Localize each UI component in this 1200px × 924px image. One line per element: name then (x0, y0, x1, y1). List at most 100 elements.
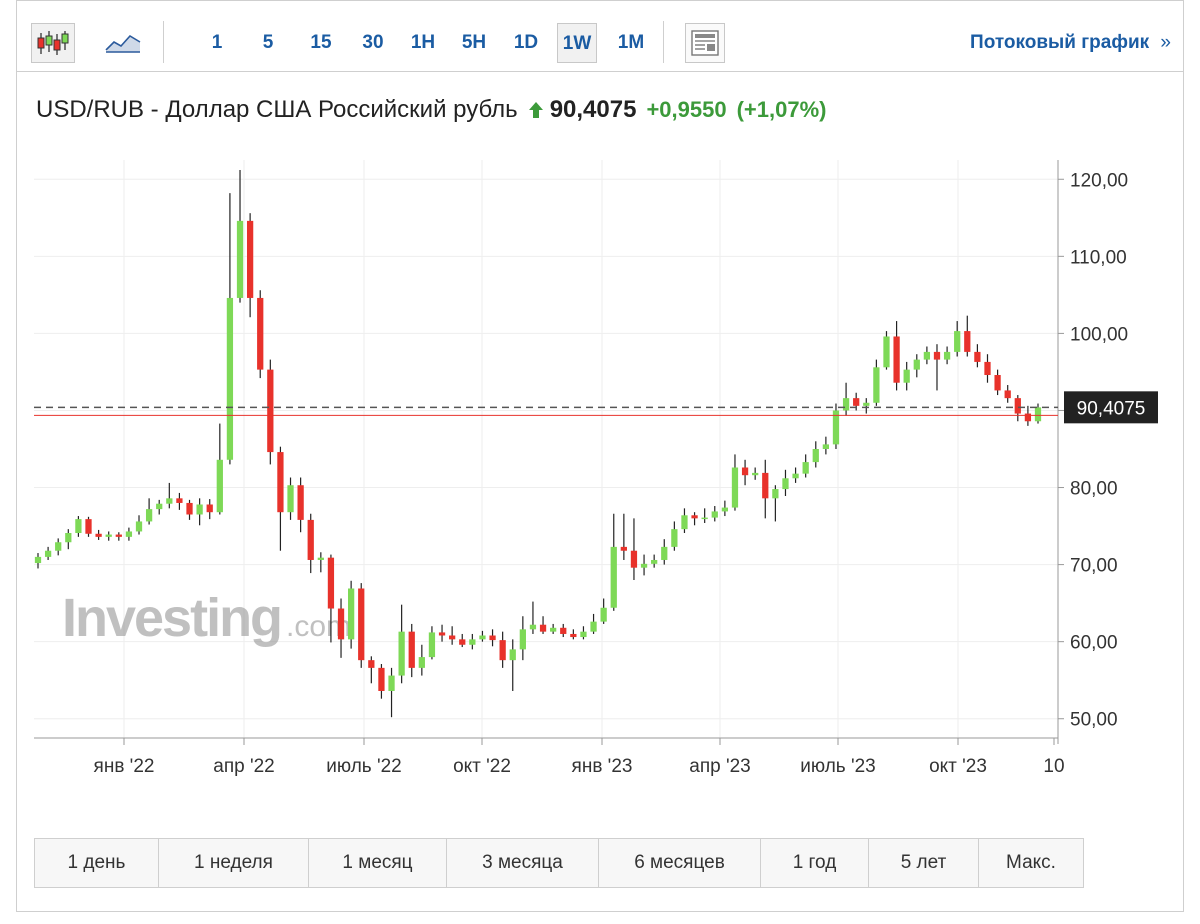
candle (550, 623, 557, 634)
candle-body (903, 369, 910, 383)
candle (105, 531, 112, 541)
candle (600, 598, 607, 624)
candle-body (731, 467, 739, 508)
candle (236, 170, 244, 303)
candle (519, 616, 526, 661)
candle-body (358, 588, 365, 661)
data-table-button[interactable] (685, 23, 725, 63)
candle (762, 459, 769, 519)
candlestick-icon (37, 31, 69, 55)
candle (731, 454, 739, 511)
candle (630, 518, 638, 581)
candle-body (115, 534, 122, 537)
y-tick-label: 60,00 (1070, 633, 1118, 654)
range-button[interactable]: 6 месяцев (599, 839, 761, 887)
candle (893, 321, 900, 391)
candle (1024, 405, 1032, 426)
interval-5-button[interactable]: 5 (262, 32, 274, 53)
candle-body (166, 498, 173, 504)
candle-body (822, 444, 830, 449)
interval-1d-button[interactable]: 1D (513, 32, 539, 53)
instrument-header: USD/RUB - Доллар США Российский рубль 90… (36, 90, 826, 130)
candle (863, 398, 870, 414)
price-change: +0,9550 (646, 97, 727, 122)
x-tick-label: окт '23 (929, 756, 987, 777)
interval-1h-button[interactable]: 1H (410, 32, 436, 53)
streaming-chart-link[interactable]: Потоковый график » (970, 23, 1171, 63)
range-button[interactable]: 1 месяц (309, 839, 447, 887)
candle (832, 403, 840, 449)
candle (145, 498, 153, 525)
candle (974, 344, 981, 368)
candle (317, 552, 324, 573)
candle-body (75, 519, 82, 534)
candle-body (236, 220, 244, 298)
candle-body (529, 624, 537, 630)
interval-1-button[interactable]: 1 (211, 32, 223, 53)
candle (348, 580, 355, 649)
candle-body (186, 502, 193, 515)
candle-body (145, 509, 153, 522)
range-button[interactable]: 3 месяца (447, 839, 599, 887)
candle (216, 423, 223, 515)
candle (449, 626, 456, 645)
interval-1w-button[interactable]: 1W (557, 23, 597, 63)
range-button[interactable]: Макс. (1006, 852, 1056, 873)
candle (206, 499, 213, 520)
candle (640, 554, 648, 576)
candle-body (711, 511, 718, 518)
candle-body (438, 632, 446, 636)
candle (671, 521, 678, 551)
candle-body (701, 517, 708, 520)
candle-body (125, 531, 133, 537)
candle (1004, 385, 1011, 403)
interval-15-button[interactable]: 15 (310, 32, 332, 53)
interval-1m-button[interactable]: 1M (617, 32, 645, 53)
x-tick-label: янв '23 (572, 756, 633, 777)
candle-body (226, 297, 234, 460)
candle-body (974, 351, 981, 362)
y-tick-label: 50,00 (1070, 710, 1118, 731)
candle (428, 626, 436, 660)
candle-body (267, 369, 274, 453)
candle (85, 516, 92, 537)
candle (307, 513, 314, 574)
range-button[interactable]: 1 день (35, 839, 159, 887)
candle-body (630, 550, 638, 568)
range-button[interactable]: 1 неделя (159, 839, 309, 887)
candle-body (913, 359, 920, 370)
candle (954, 321, 961, 357)
area-chart-button[interactable] (101, 23, 145, 63)
candle (964, 315, 971, 357)
candle-body (560, 627, 567, 634)
candle-body (600, 607, 607, 622)
candle-body (923, 351, 931, 360)
candle (822, 436, 830, 455)
arrow-up-icon (528, 102, 543, 118)
candle (297, 477, 304, 533)
candle (277, 446, 284, 551)
interval-30-button[interactable]: 30 (362, 32, 384, 53)
candle (913, 354, 920, 378)
candle-body (752, 472, 759, 476)
range-button[interactable]: 5 лет (869, 839, 979, 887)
candle (226, 193, 234, 465)
candle-body (519, 629, 526, 650)
x-tick-label: окт '22 (453, 756, 511, 777)
streaming-chart-label: Потоковый график (970, 32, 1150, 53)
candle-body (671, 529, 678, 547)
candle-body (933, 351, 941, 360)
candle (337, 598, 345, 658)
interval-5h-button[interactable]: 5H (461, 32, 487, 53)
candle-body (853, 398, 860, 406)
toolbar-separator (163, 21, 164, 63)
candle (459, 633, 466, 648)
candle-body (681, 515, 688, 530)
candle-body (832, 410, 840, 445)
candle-body (1004, 390, 1011, 399)
range-button[interactable]: 1 год (761, 839, 869, 887)
candlestick-chart-button[interactable] (31, 23, 75, 63)
instrument-title: USD/RUB - Доллар США Российский рубль (36, 96, 518, 123)
candle (388, 667, 395, 718)
